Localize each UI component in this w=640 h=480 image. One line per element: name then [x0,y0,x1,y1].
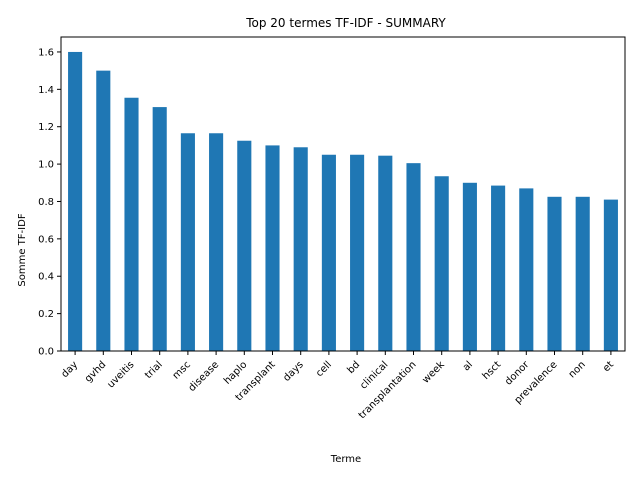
y-tick-label: 0.0 [38,347,54,358]
y-tick-label: 1.4 [38,85,54,96]
x-tick-label: gvhd [83,359,108,384]
x-tick-label: non [567,359,588,380]
x-axis-title: Terme [330,454,361,465]
x-tick-label: al [461,359,475,373]
y-tick-label: 0.8 [38,197,54,208]
x-tick-label: week [420,359,447,386]
bar-cell [321,154,336,351]
x-tick-label: cell [314,359,334,379]
bar-prevalence [547,196,562,351]
bar-hsct [491,185,506,351]
y-tick-label: 0.4 [38,272,54,283]
x-tick-label: hsct [481,359,504,382]
x-tick-label: et [601,359,616,374]
bar-donor [519,188,534,351]
y-axis: 0.0 0.2 0.4 0.6 0.8 1.0 1.2 1.4 1.6 [38,47,61,358]
x-tick-label: day [59,359,80,380]
bar-et [603,199,618,351]
bar-trial [152,107,167,351]
bar-week [434,176,449,351]
bar-uveitis [124,97,139,351]
x-tick-label: uveitis [105,359,136,390]
bar-bd [350,154,365,351]
x-tick-label: bd [345,359,362,376]
bar-clinical [378,155,393,351]
bar-days [293,147,308,351]
bars-group [68,51,618,352]
chart-title: Top 20 termes TF-IDF - SUMMARY [245,16,446,30]
x-tick-label: msc [171,359,193,381]
bar-day [68,51,83,351]
bar-gvhd [96,70,111,352]
bar-non [575,196,590,351]
bar-msc [180,133,195,351]
x-tick-label: days [281,359,305,383]
y-tick-label: 1.0 [38,160,54,171]
y-tick-label: 1.6 [38,47,54,58]
y-tick-label: 0.6 [38,234,54,245]
x-tick-label: disease [187,359,222,394]
y-tick-label: 0.2 [38,309,54,320]
plot-frame [60,36,626,352]
bar-transplant [265,145,280,351]
bar-transplantation [406,163,421,351]
y-tick-label: 1.2 [38,122,54,133]
bar-al [462,182,477,351]
y-axis-title: Somme TF-IDF [17,213,28,286]
x-tick-label: trial [143,359,165,381]
bar-haplo [237,140,252,351]
bar-disease [209,133,224,351]
